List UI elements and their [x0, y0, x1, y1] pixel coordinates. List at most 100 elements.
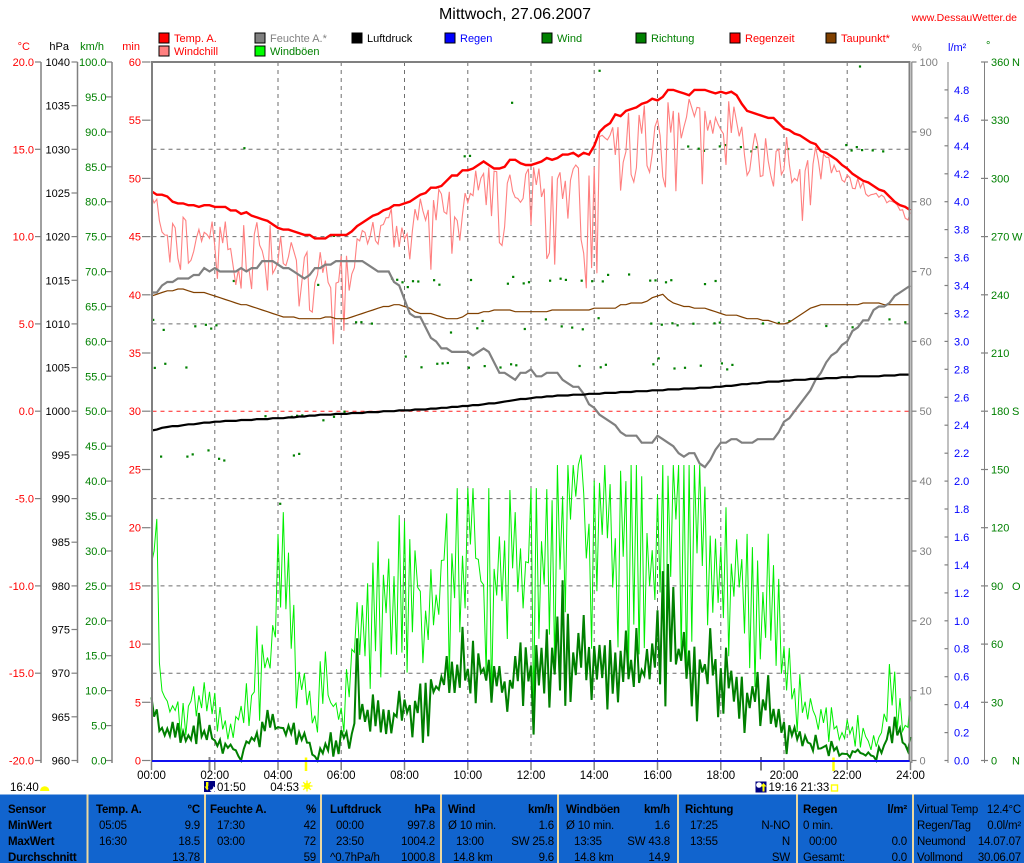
svg-text:Vollmond: Vollmond [917, 852, 963, 863]
svg-text:Mittwoch, 27.06.2007: Mittwoch, 27.06.2007 [439, 6, 591, 23]
svg-text:0 min.: 0 min. [803, 820, 833, 832]
svg-text:°C: °C [187, 804, 200, 816]
svg-text:0.8: 0.8 [954, 644, 969, 656]
svg-text:45.0: 45.0 [85, 441, 106, 453]
svg-text:1040: 1040 [46, 57, 70, 69]
svg-text:100: 100 [920, 57, 938, 69]
svg-text:1025: 1025 [46, 188, 70, 200]
svg-text:0.0: 0.0 [954, 756, 969, 768]
svg-text:990: 990 [52, 494, 70, 506]
svg-text:l/m²: l/m² [948, 42, 967, 54]
svg-text:90: 90 [991, 581, 1003, 593]
svg-text:1005: 1005 [46, 363, 70, 375]
svg-text:120: 120 [991, 523, 1009, 535]
svg-text:9.6: 9.6 [539, 852, 554, 863]
svg-text:2.8: 2.8 [954, 364, 969, 376]
svg-text:Feuchte A.: Feuchte A. [210, 804, 266, 816]
svg-text:06:00: 06:00 [327, 770, 356, 782]
svg-text:1000.8: 1000.8 [401, 852, 435, 863]
svg-text:Ø 10 min.: Ø 10 min. [448, 820, 496, 832]
svg-text:90: 90 [920, 127, 932, 139]
svg-text:75.0: 75.0 [85, 232, 106, 244]
svg-text:70.0: 70.0 [85, 267, 106, 279]
svg-text:10:00: 10:00 [453, 770, 482, 782]
svg-text:45: 45 [129, 232, 141, 244]
svg-text:15.0: 15.0 [85, 651, 106, 663]
svg-text:59: 59 [304, 852, 316, 863]
svg-text:-20.0: -20.0 [9, 756, 34, 768]
svg-text:Wind: Wind [557, 33, 582, 45]
svg-text:04:53: 04:53 [270, 782, 299, 794]
svg-text:0.0: 0.0 [892, 852, 907, 863]
svg-text:330: 330 [991, 115, 1009, 127]
svg-text:16:00: 16:00 [643, 770, 672, 782]
svg-text:985: 985 [52, 537, 70, 549]
svg-text:1.4: 1.4 [954, 560, 969, 572]
svg-text:5.0: 5.0 [19, 319, 34, 331]
svg-text:10.0: 10.0 [13, 232, 34, 244]
svg-text:3.8: 3.8 [954, 225, 969, 237]
svg-text:05:05: 05:05 [99, 820, 127, 832]
svg-text:O: O [1012, 581, 1021, 593]
svg-text:965: 965 [52, 712, 70, 724]
svg-text:1.2: 1.2 [954, 588, 969, 600]
svg-text:13:35: 13:35 [574, 836, 602, 848]
svg-text:50: 50 [129, 173, 141, 185]
svg-text:2.2: 2.2 [954, 448, 969, 460]
svg-text:00:00: 00:00 [336, 820, 364, 832]
svg-text:Durchschnitt: Durchschnitt [8, 852, 77, 863]
svg-text:997.8: 997.8 [407, 820, 435, 832]
svg-text:30: 30 [920, 546, 932, 558]
svg-text:l/m²: l/m² [887, 804, 907, 816]
svg-text:2.0: 2.0 [954, 476, 969, 488]
svg-text:SW 43.8: SW 43.8 [627, 836, 670, 848]
svg-text:970: 970 [52, 668, 70, 680]
svg-text:2.6: 2.6 [954, 392, 969, 404]
svg-text:10.0: 10.0 [85, 686, 106, 698]
svg-text:km/h: km/h [528, 804, 554, 816]
svg-text:5.0: 5.0 [91, 721, 106, 733]
svg-text:MaxWert: MaxWert [8, 836, 55, 848]
svg-text:Regen/Tag: Regen/Tag [917, 820, 971, 832]
svg-text:13:00: 13:00 [456, 836, 484, 848]
svg-text:Windböen: Windböen [270, 46, 320, 58]
svg-text:20: 20 [129, 523, 141, 535]
svg-text:N: N [782, 836, 790, 848]
svg-text:01:50: 01:50 [217, 782, 246, 794]
svg-text:20.0: 20.0 [85, 616, 106, 628]
svg-text:30: 30 [129, 406, 141, 418]
svg-text:16:30: 16:30 [99, 836, 127, 848]
svg-text:°C: °C [18, 41, 30, 53]
svg-text:40: 40 [129, 290, 141, 302]
svg-text:21:33: 21:33 [801, 782, 830, 794]
svg-text:72: 72 [304, 836, 316, 848]
svg-text:^0.7hPa/h: ^0.7hPa/h [330, 852, 380, 863]
svg-text:www.DessauWetter.de: www.DessauWetter.de [911, 12, 1018, 24]
svg-text:Regen: Regen [803, 804, 837, 816]
svg-text:1.0: 1.0 [954, 616, 969, 628]
svg-text:Richtung: Richtung [651, 33, 694, 45]
svg-text:km/h: km/h [80, 41, 104, 53]
svg-text:4.6: 4.6 [954, 113, 969, 125]
svg-text:1.6: 1.6 [539, 820, 554, 832]
svg-text:SW: SW [772, 852, 790, 863]
svg-text:30.0: 30.0 [85, 546, 106, 558]
svg-text:0.0: 0.0 [91, 756, 106, 768]
svg-text:Richtung: Richtung [685, 804, 733, 816]
svg-text:3.2: 3.2 [954, 309, 969, 321]
svg-text:hPa: hPa [415, 804, 436, 816]
svg-text:35: 35 [129, 348, 141, 360]
svg-text:Wind: Wind [448, 804, 475, 816]
svg-text:13:55: 13:55 [690, 836, 718, 848]
svg-text:25.0: 25.0 [85, 581, 106, 593]
svg-text:95.0: 95.0 [85, 92, 106, 104]
svg-text:3.6: 3.6 [954, 253, 969, 265]
svg-text:17:30: 17:30 [217, 820, 245, 832]
svg-text:04:00: 04:00 [264, 770, 293, 782]
svg-text:13.78: 13.78 [172, 852, 200, 863]
svg-text:60.0: 60.0 [85, 336, 106, 348]
svg-text:03:00: 03:00 [217, 836, 245, 848]
svg-text:0.0: 0.0 [892, 836, 907, 848]
svg-text:995: 995 [52, 450, 70, 462]
svg-text:%: % [912, 42, 922, 54]
